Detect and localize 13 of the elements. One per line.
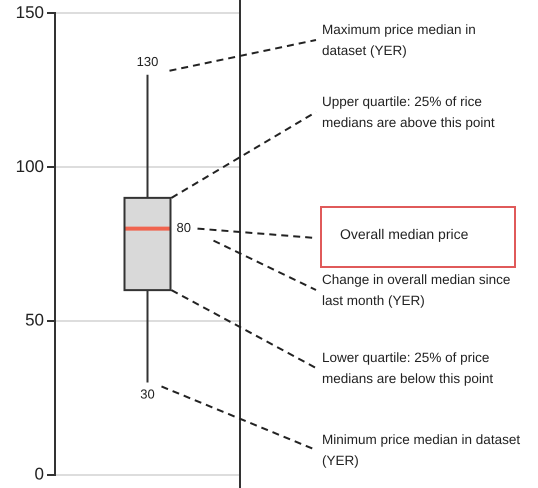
y-tick-label: 150: [16, 2, 44, 22]
y-tick-label: 50: [25, 310, 44, 330]
annotation: 130: [136, 54, 158, 69]
y-tick-label: 100: [16, 156, 44, 176]
frame-outline: Overall median price: [320, 206, 516, 268]
text: Maximum price median in dataset (YER): [322, 21, 477, 60]
text: Minimum price median in dataset (YER): [322, 431, 522, 470]
annotation: 80: [176, 220, 191, 236]
text: Change in overall median since last month (YER): [322, 271, 512, 310]
text: Lower quartile: 25% of price medians are below this point: [322, 349, 494, 388]
text: Upper quartile: 25% of rice medians are above this point: [322, 93, 496, 132]
y-tick-label: 0: [34, 464, 44, 484]
annotation: 30: [140, 386, 155, 402]
